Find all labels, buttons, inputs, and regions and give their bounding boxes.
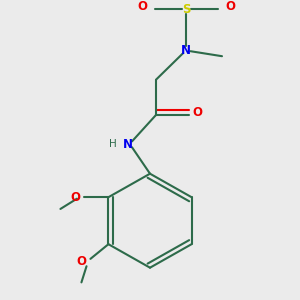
Text: O: O <box>76 255 86 268</box>
Text: O: O <box>225 0 235 13</box>
Text: H: H <box>109 139 117 149</box>
Text: O: O <box>192 106 202 119</box>
Text: O: O <box>70 191 80 204</box>
Text: N: N <box>181 44 191 57</box>
Text: S: S <box>182 3 190 16</box>
Text: O: O <box>137 0 147 13</box>
Text: N: N <box>123 138 133 151</box>
